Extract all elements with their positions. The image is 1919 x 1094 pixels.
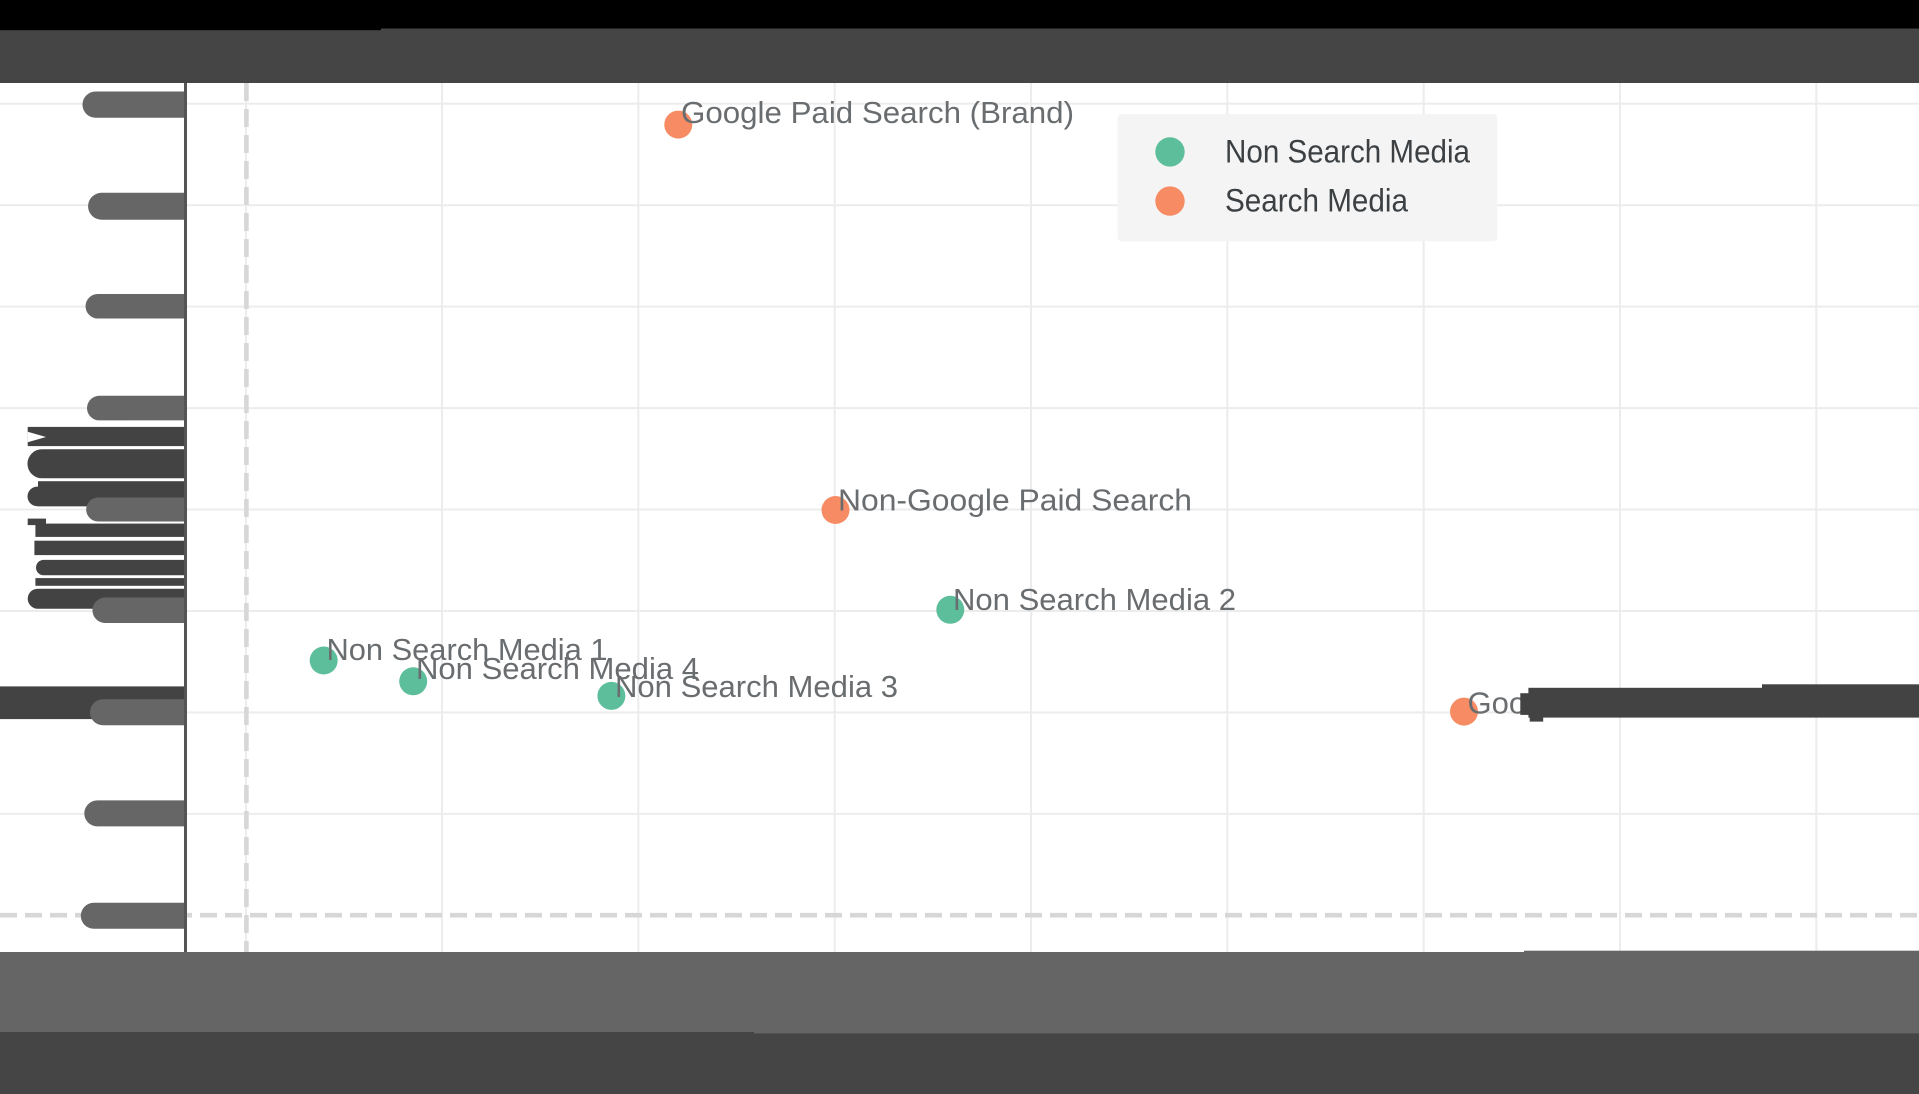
svg-text:Search Media: Search Media xyxy=(1225,183,1408,219)
svg-text:Non Search Media: Non Search Media xyxy=(1225,134,1470,170)
svg-text:Non Search Media 2: Non Search Media 2 xyxy=(953,582,1236,617)
svg-text:Goo: Goo xyxy=(1468,686,1527,721)
svg-text:Non Search Media 3: Non Search Media 3 xyxy=(615,669,898,704)
svg-text:Non Search Media 4: Non Search Media 4 xyxy=(416,651,699,686)
svg-text:Non-Google Paid Search: Non-Google Paid Search xyxy=(838,483,1192,518)
svg-text:Google Paid Search (Brand): Google Paid Search (Brand) xyxy=(681,95,1074,130)
svg-text:Non Search Media 1: Non Search Media 1 xyxy=(327,632,608,667)
